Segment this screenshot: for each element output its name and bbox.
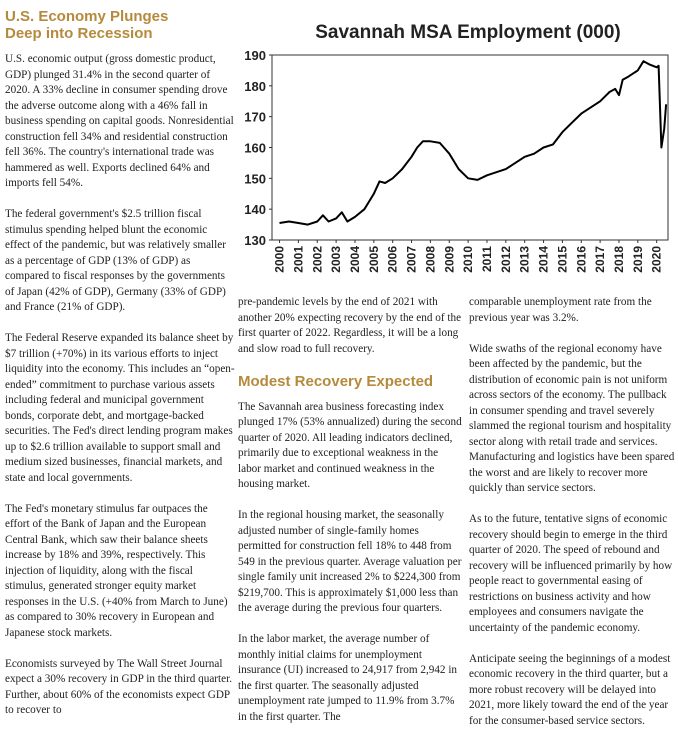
plot-frame xyxy=(271,54,669,241)
paragraph: The federal government's $2.5 trillion f… xyxy=(5,208,226,313)
y-tick-label: 140 xyxy=(244,202,266,217)
paragraph: Wide swaths of the regional economy have… xyxy=(469,342,675,495)
paragraph: The Savannah area business forecasting i… xyxy=(238,400,462,491)
x-tick-label: 2020 xyxy=(650,246,664,273)
x-tick-label: 2019 xyxy=(631,246,645,273)
paragraph: In the regional housing market, the seas… xyxy=(238,509,462,614)
paragraph: As to the future, tentative signs of eco… xyxy=(469,513,673,634)
y-tick-label: 130 xyxy=(244,233,266,248)
x-tick-label: 2015 xyxy=(555,246,569,273)
y-tick-label: 180 xyxy=(244,79,266,94)
x-tick-label: 2004 xyxy=(348,246,362,273)
y-tick-label: 160 xyxy=(244,141,266,156)
x-tick-label: 2002 xyxy=(310,246,324,273)
right-paragraphs: comparable unemployment rate from the pr… xyxy=(469,295,676,729)
x-tick-label: 2017 xyxy=(593,246,607,273)
heading: Modest Recovery Expected xyxy=(238,372,434,390)
middle-column: pre-pandemic levels by the end of 2021 w… xyxy=(238,295,462,741)
x-tick-label: 2006 xyxy=(386,246,400,273)
paragraph: The Federal Reserve expanded its balance… xyxy=(5,332,235,484)
heading: U.S. Economy Plunges Deep into Recession xyxy=(5,8,169,42)
left-column: U.S. Economy Plunges Deep into Recession… xyxy=(5,8,235,734)
paragraph: Anticipate seeing the beginnings of a mo… xyxy=(469,652,671,727)
paragraph: Economists surveyed by The Wall Street J… xyxy=(5,657,232,717)
x-tick-label: 2018 xyxy=(612,246,626,273)
x-tick-label: 2007 xyxy=(405,246,419,273)
x-tick-label: 2016 xyxy=(574,246,588,273)
x-tick-label: 2000 xyxy=(273,246,287,273)
paragraph: In the labor market, the average number … xyxy=(238,633,458,723)
x-tick-label: 2010 xyxy=(461,246,475,273)
x-tick-label: 2003 xyxy=(329,246,343,273)
y-tick-label: 170 xyxy=(244,110,266,125)
data-line xyxy=(279,60,668,226)
paragraph: pre-pandemic levels by the end of 2021 w… xyxy=(238,296,462,355)
middle-paragraphs: The Savannah area business forecasting i… xyxy=(238,400,462,726)
x-tick-label: 2001 xyxy=(291,246,305,273)
paragraph: The Fed's monetary stimulus far outpaces… xyxy=(5,502,228,639)
y-tick-label: 150 xyxy=(244,171,266,186)
paragraph: comparable unemployment rate from the pr… xyxy=(469,296,652,324)
paragraph: U.S. economic output (gross domestic pro… xyxy=(5,53,234,189)
x-tick-label: 2008 xyxy=(423,246,437,273)
y-tick-label: 190 xyxy=(244,48,266,63)
x-tick-label: 2005 xyxy=(367,246,381,273)
x-tick-label: 2014 xyxy=(537,246,551,273)
chart-title: Savannah MSA Employment (000) xyxy=(315,22,620,43)
x-tick-label: 2011 xyxy=(480,246,494,272)
right-column: comparable unemployment rate from the pr… xyxy=(469,295,676,745)
x-tick-label: 2013 xyxy=(518,246,532,273)
x-tick-label: 2012 xyxy=(499,246,513,273)
x-tick-label: 2009 xyxy=(442,246,456,273)
chart: Savannah MSA Employment (000) 130 140 150 1… xyxy=(244,22,669,273)
left-paragraphs: U.S. economic output (gross domestic pro… xyxy=(5,52,235,719)
